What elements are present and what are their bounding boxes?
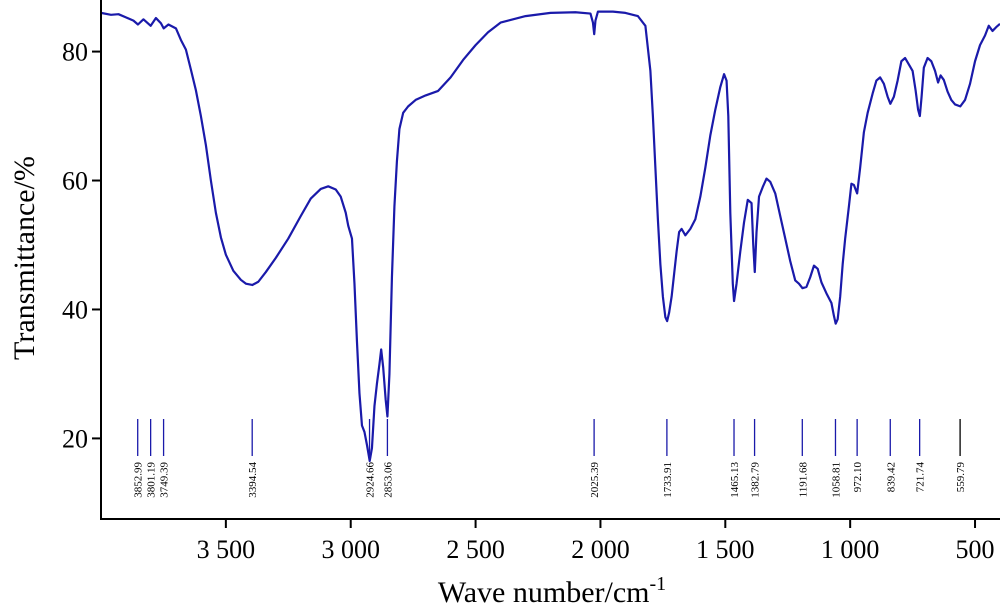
peak-label: 3749.39 <box>159 462 171 498</box>
x-ticks: 3 500 3 000 2 500 2 000 1 500 1 000 500 <box>197 519 995 564</box>
peak-label: 3801.19 <box>146 462 158 498</box>
y-ticks: 20 40 60 80 <box>62 38 101 453</box>
peak-label: 2853.06 <box>382 462 394 498</box>
x-tick-label: 3 000 <box>321 535 380 564</box>
x-tick-label: 2 000 <box>571 535 630 564</box>
y-tick-label: 20 <box>62 424 88 453</box>
peak-label: 3394.54 <box>247 462 259 498</box>
spectrum-line <box>100 10 1000 463</box>
y-tick-label: 80 <box>62 38 88 67</box>
peak-markers: 3852.99 3801.19 3749.39 3394.54 2924.66 2853.… <box>133 419 967 498</box>
x-tick-label: 1 000 <box>821 535 880 564</box>
peak-label: 1191.68 <box>797 462 809 498</box>
peak-label: 721.74 <box>915 462 927 493</box>
axes <box>100 0 1000 520</box>
peak-label: 3852.99 <box>133 462 145 498</box>
x-axis-title: Wave number/cm-1 <box>438 573 666 609</box>
y-tick-label: 40 <box>62 295 88 324</box>
y-tick-label: 60 <box>62 167 88 196</box>
peak-label: 839.42 <box>885 462 897 492</box>
peak-label: 1058.81 <box>831 462 843 498</box>
peak-label: 2025.39 <box>589 462 601 498</box>
x-tick-label: 500 <box>956 535 995 564</box>
peak-label: 972.10 <box>852 462 864 493</box>
peak-label: 1733.91 <box>662 462 674 498</box>
peak-label: 2924.66 <box>365 462 377 498</box>
peak-label: 1382.79 <box>750 462 762 498</box>
x-tick-label: 3 500 <box>197 535 256 564</box>
y-axis-title: Transmittance/% <box>8 156 41 360</box>
peak-label: 559.79 <box>955 462 967 493</box>
x-tick-label: 1 500 <box>696 535 755 564</box>
peak-label: 1465.13 <box>729 462 741 498</box>
x-tick-label: 2 500 <box>446 535 505 564</box>
